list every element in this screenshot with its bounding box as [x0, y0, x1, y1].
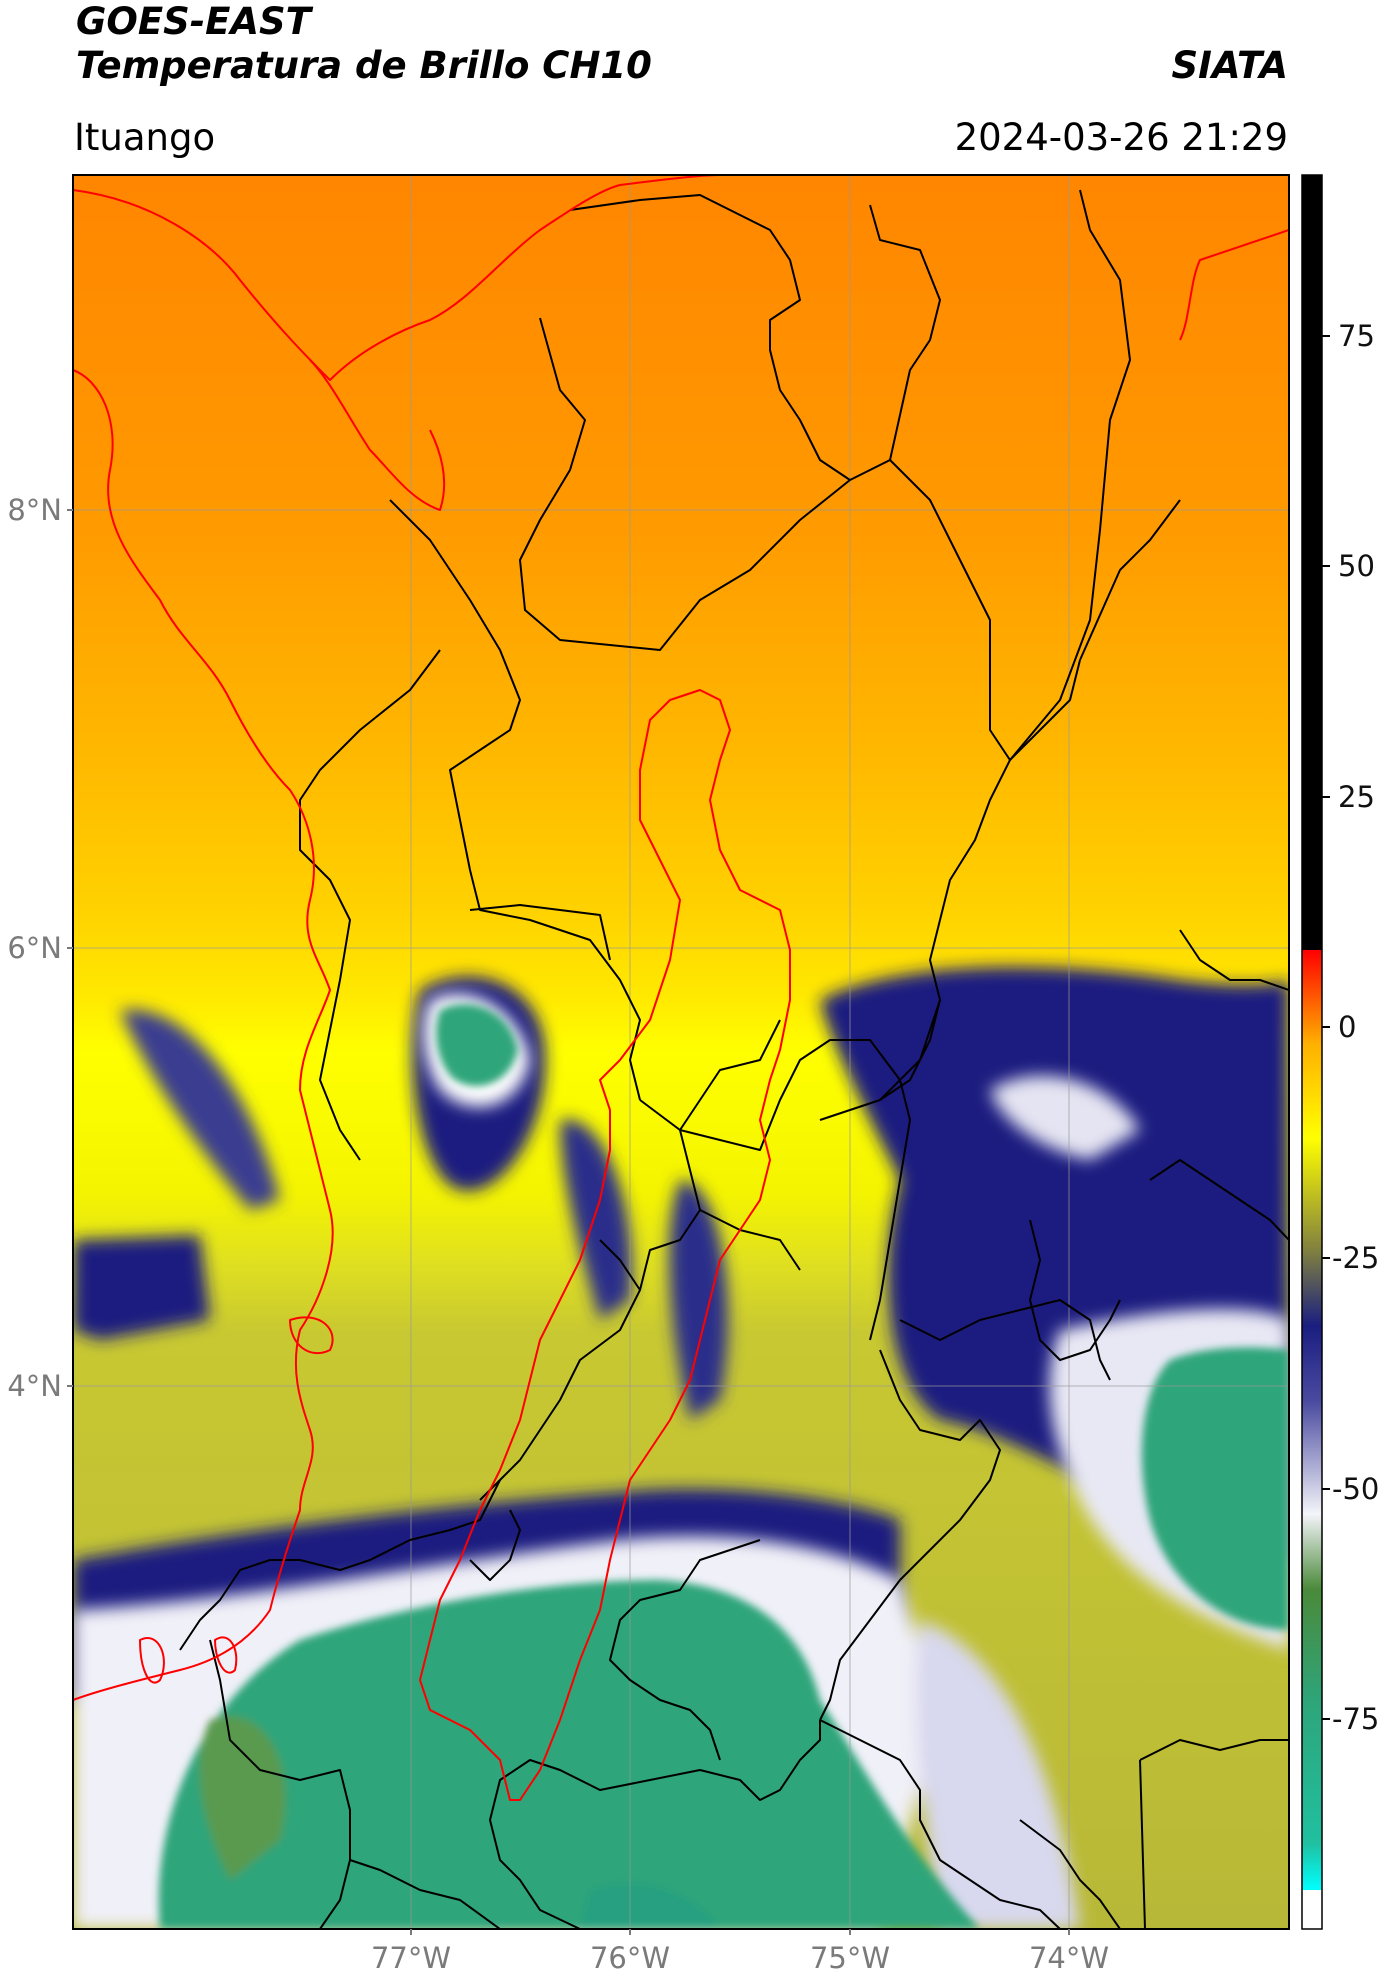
lon-label-76w: 76°W — [590, 1941, 670, 1975]
graticule — [73, 175, 1289, 1929]
colorbar: 75 50 25 0 -25 -50 -75 — [1301, 174, 1379, 1930]
colorbar-label-0: 0 — [1338, 1010, 1356, 1044]
colorbar-label-minus75: -75 — [1332, 1702, 1379, 1736]
lat-label-4n: 4°N — [7, 1369, 62, 1403]
brand-label: SIATA — [1171, 44, 1288, 87]
coastline-and-basin — [73, 175, 1289, 1801]
colorbar-frame — [1301, 174, 1323, 1930]
satellite-title: GOES-EAST — [76, 0, 311, 43]
department-boundaries — [179, 189, 1289, 1929]
datetime-label: 2024-03-26 21:29 — [954, 116, 1288, 159]
longitude-ticks: 77°W 76°W 75°W 74°W — [371, 1929, 1109, 1975]
lon-label-75w: 75°W — [810, 1941, 890, 1975]
colorbar-label-minus50: -50 — [1332, 1472, 1379, 1506]
latitude-ticks: 8°N 6°N 4°N — [7, 493, 73, 1403]
colorbar-label-minus25: -25 — [1332, 1241, 1379, 1275]
lon-label-74w: 74°W — [1029, 1941, 1109, 1975]
colorbar-black-segment — [1302, 175, 1322, 950]
colorbar-label-25: 25 — [1338, 780, 1375, 814]
cloud-cores-green — [158, 1004, 1289, 1929]
lon-label-77w: 77°W — [371, 1941, 451, 1975]
colorbar-white-segment — [1302, 1890, 1322, 1929]
colorbar-label-75: 75 — [1338, 319, 1375, 353]
brightness-temperature-field — [73, 175, 1289, 1929]
lat-label-6n: 6°N — [7, 931, 62, 965]
colorbar-label-50: 50 — [1338, 549, 1375, 583]
region-label: Ituango — [74, 116, 216, 159]
colorbar-gradient — [1302, 950, 1322, 1890]
lat-label-8n: 8°N — [7, 493, 62, 527]
map-frame — [72, 174, 1290, 1930]
product-title: Temperatura de Brillo CH10 — [76, 44, 652, 87]
